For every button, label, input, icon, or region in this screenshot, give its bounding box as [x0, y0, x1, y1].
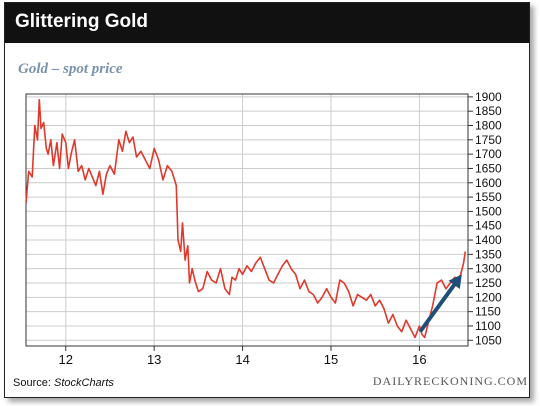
y-tick-label: 1100 — [475, 319, 501, 333]
grid-lines — [26, 94, 468, 346]
chart-title: Glittering Gold — [15, 11, 148, 32]
chart-card: Glittering Gold Gold – spot price — [4, 2, 530, 398]
y-tick-label: 1050 — [475, 333, 502, 347]
x-tick-label: 15 — [324, 352, 338, 367]
arrow-head — [448, 274, 462, 290]
source-label: Source: — [13, 377, 51, 389]
y-tick-label: 1300 — [475, 262, 502, 276]
plot-frame — [25, 93, 469, 347]
title-bar: Glittering Gold — [5, 3, 529, 43]
y-tick-label: 1150 — [475, 305, 501, 319]
trend-arrow — [419, 274, 462, 333]
y-tick-label: 1650 — [475, 161, 502, 175]
x-tick-label: 16 — [412, 352, 426, 367]
y-tick-label: 1700 — [475, 147, 502, 161]
y-tick-label: 1850 — [475, 104, 502, 118]
x-tick-label: 12 — [59, 352, 73, 367]
arrow-shaft — [419, 282, 457, 333]
y-axis-ticks: 1050110011501200125013001350140014501500… — [468, 90, 502, 347]
x-tick-label: 14 — [235, 352, 249, 367]
y-tick-label: 1250 — [475, 276, 502, 290]
y-tick-label: 1900 — [475, 90, 502, 104]
source-name: StockCharts — [53, 377, 114, 389]
source-note: Source: StockCharts — [13, 377, 114, 389]
y-tick-label: 1500 — [475, 204, 502, 218]
y-tick-label: 1400 — [475, 233, 502, 247]
y-tick-label: 1350 — [475, 247, 502, 261]
y-tick-label: 1550 — [475, 190, 502, 204]
gold-price-line — [25, 98, 467, 339]
y-tick-label: 1200 — [475, 290, 502, 304]
y-tick-label: 1750 — [475, 133, 502, 147]
brand-mark: DAILYRECKONING.COM — [372, 374, 528, 388]
y-tick-label: 1600 — [475, 176, 502, 190]
y-tick-label: 1800 — [475, 119, 502, 133]
y-tick-label: 1450 — [475, 219, 502, 233]
chart-subtitle: Gold – spot price — [18, 61, 123, 77]
x-tick-label: 13 — [147, 352, 161, 367]
x-axis-ticks: 12 13 14 15 16 — [59, 346, 427, 367]
